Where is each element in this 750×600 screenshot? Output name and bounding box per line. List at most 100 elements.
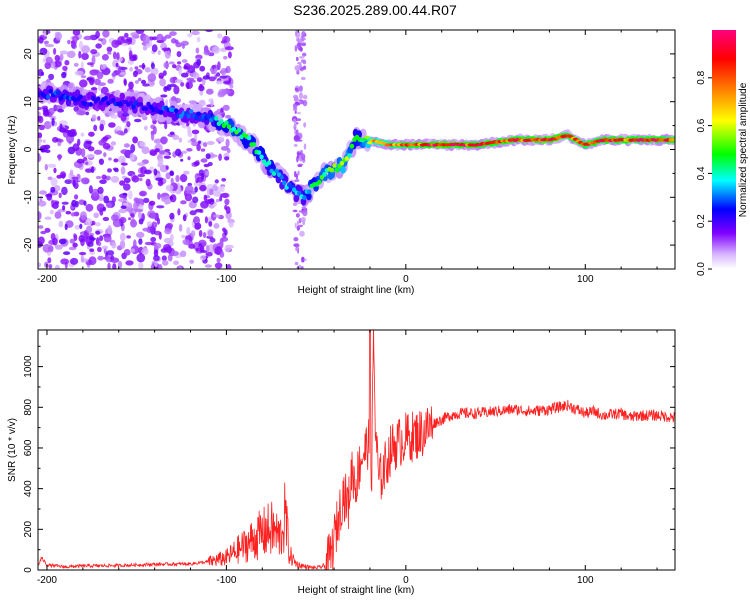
- noise-speck: [205, 153, 211, 160]
- noise-speck: [303, 143, 307, 150]
- ridge-core: [138, 102, 144, 107]
- noise-speck: [226, 264, 232, 269]
- noise-speck: [227, 51, 232, 59]
- noise-speck: [128, 190, 133, 200]
- noise-speck: [96, 203, 105, 212]
- noise-speck: [200, 148, 206, 152]
- noise-speck: [153, 249, 159, 257]
- noise-speck: [70, 212, 76, 217]
- noise-speck: [293, 202, 298, 206]
- noise-speck: [297, 164, 303, 168]
- noise-speck: [70, 128, 77, 133]
- noise-speck: [215, 80, 223, 85]
- noise-speck: [81, 52, 89, 61]
- noise-speck: [199, 83, 203, 89]
- noise-speck: [159, 78, 167, 87]
- noise-speck: [74, 70, 84, 76]
- ridge-core: [131, 104, 136, 110]
- noise-speck: [101, 54, 109, 61]
- noise-speck: [123, 79, 127, 86]
- noise-speck: [205, 30, 213, 33]
- ridge-core: [226, 124, 232, 129]
- noise-speck: [169, 76, 177, 84]
- noise-speck: [224, 244, 231, 253]
- ridge-core: [196, 111, 201, 117]
- noise-speck: [91, 55, 96, 65]
- noise-speck: [196, 77, 203, 83]
- noise-speck: [158, 75, 164, 79]
- noise-speck: [120, 149, 129, 155]
- noise-speck: [297, 224, 304, 228]
- noise-speck: [202, 75, 211, 80]
- noise-speck: [106, 250, 115, 256]
- noise-speck: [225, 114, 232, 119]
- noise-speck: [173, 260, 180, 266]
- noise-speck: [38, 138, 43, 143]
- noise-speck: [119, 66, 128, 70]
- noise-speck: [301, 31, 306, 37]
- noise-speck: [90, 87, 98, 91]
- noise-speck: [110, 141, 117, 146]
- noise-speck: [298, 92, 304, 100]
- noise-speck: [188, 243, 196, 249]
- noise-speck: [140, 79, 147, 85]
- noise-speck: [52, 202, 59, 210]
- noise-speck: [295, 56, 299, 62]
- noise-speck: [38, 36, 44, 44]
- ridge-core: [246, 135, 252, 141]
- snr-series-line: [38, 330, 675, 570]
- noise-speck: [42, 107, 49, 113]
- noise-speck: [38, 142, 42, 147]
- noise-speck: [107, 225, 112, 234]
- noise-speck: [107, 51, 112, 55]
- noise-speck: [79, 223, 83, 229]
- noise-speck: [128, 217, 132, 221]
- noise-speck: [131, 218, 135, 225]
- noise-speck: [199, 89, 204, 96]
- noise-speck: [182, 43, 185, 49]
- noise-speck: [58, 238, 67, 245]
- noise-speck: [208, 98, 213, 103]
- noise-speck: [95, 230, 101, 235]
- noise-speck: [79, 40, 83, 50]
- noise-speck: [138, 218, 144, 225]
- noise-speck: [54, 244, 63, 250]
- ridge-core: [302, 195, 307, 201]
- ridge-core: [88, 102, 94, 107]
- ridge-core: [179, 113, 184, 119]
- noise-speck: [209, 154, 218, 158]
- noise-speck: [176, 51, 182, 58]
- noise-speck: [71, 176, 79, 180]
- noise-speck: [91, 220, 96, 226]
- noise-speck: [44, 216, 52, 220]
- noise-speck: [40, 148, 46, 153]
- noise-speck: [195, 247, 200, 252]
- noise-speck: [99, 235, 104, 242]
- noise-speck: [101, 174, 107, 180]
- colorbar-gradient: [712, 30, 736, 269]
- noise-speck: [76, 158, 85, 164]
- noise-speck: [164, 227, 172, 235]
- noise-speck: [221, 177, 227, 182]
- noise-speck: [98, 85, 102, 91]
- noise-speck: [103, 234, 112, 243]
- ridge-core: [186, 113, 191, 119]
- ridge-core: [214, 116, 219, 121]
- noise-speck: [178, 67, 182, 76]
- noise-speck: [189, 210, 197, 216]
- noise-speck: [211, 65, 217, 69]
- noise-speck: [108, 122, 116, 128]
- noise-speck: [119, 180, 126, 186]
- noise-speck: [169, 233, 174, 242]
- noise-speck: [93, 124, 98, 132]
- noise-speck: [63, 251, 71, 256]
- noise-speck: [139, 191, 146, 197]
- noise-speck: [170, 250, 179, 257]
- noise-speck: [182, 239, 189, 245]
- noise-speck: [88, 256, 97, 266]
- ridge-core: [206, 113, 211, 119]
- noise-speck: [169, 212, 175, 220]
- ridge-core: [282, 180, 287, 186]
- snr-frame: [37, 329, 676, 571]
- noise-speck: [189, 79, 196, 83]
